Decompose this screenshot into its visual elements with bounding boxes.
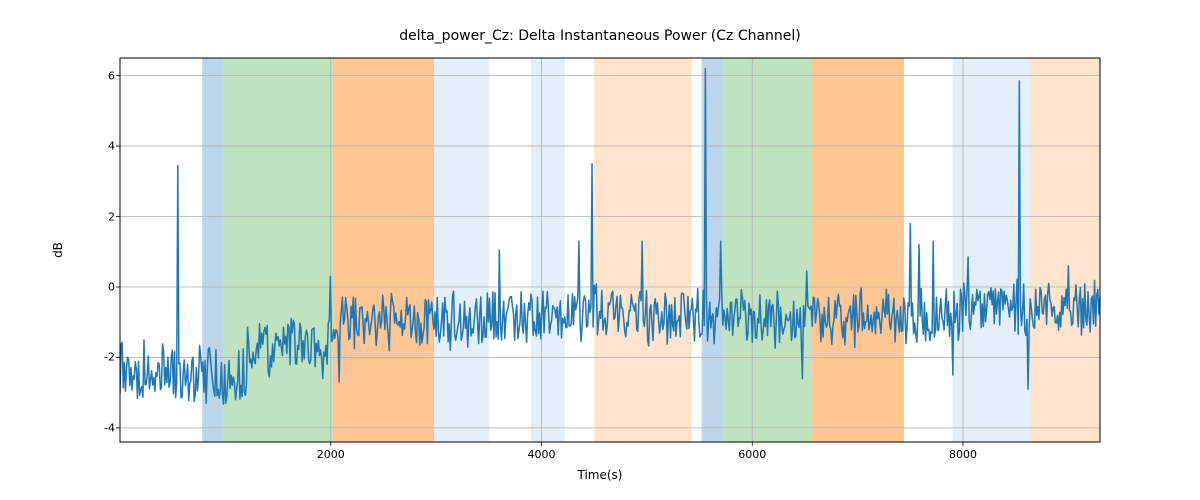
chart-container: delta_power_Cz: Delta Instantaneous Powe… bbox=[0, 0, 1200, 500]
y-tick-label: -4 bbox=[104, 421, 115, 434]
x-tick-label: 2000 bbox=[317, 448, 345, 461]
chart-title: delta_power_Cz: Delta Instantaneous Powe… bbox=[0, 28, 1200, 44]
x-tick-label: 8000 bbox=[949, 448, 977, 461]
y-axis-label: dB bbox=[51, 242, 65, 258]
y-tick-label: 4 bbox=[108, 140, 115, 153]
y-tick-label: 6 bbox=[108, 69, 115, 82]
y-tick-label: -2 bbox=[104, 351, 115, 364]
x-tick-label: 6000 bbox=[738, 448, 766, 461]
x-tick-label: 4000 bbox=[528, 448, 556, 461]
plot-svg bbox=[0, 0, 1200, 500]
x-axis-label: Time(s) bbox=[0, 468, 1200, 482]
y-tick-label: 2 bbox=[108, 210, 115, 223]
y-tick-label: 0 bbox=[108, 280, 115, 293]
